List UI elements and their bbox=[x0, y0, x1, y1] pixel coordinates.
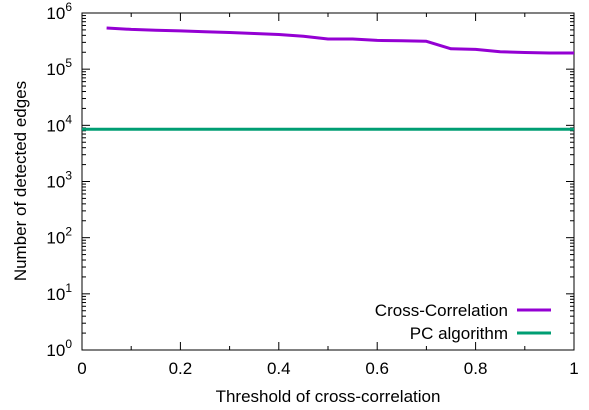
y-tick-label: 101 bbox=[46, 281, 72, 304]
x-tick-label: 0 bbox=[77, 359, 86, 378]
x-tick-label: 0.8 bbox=[464, 359, 488, 378]
x-tick-label: 1 bbox=[569, 359, 578, 378]
legend-label-0: Cross-Correlation bbox=[375, 301, 508, 320]
plot-frame bbox=[81, 12, 575, 351]
y-tick-label: 100 bbox=[46, 337, 72, 360]
y-tick-label: 106 bbox=[46, 0, 72, 23]
y-tick-labels: 100 101 102 103 104 105 106 bbox=[46, 0, 72, 360]
x-tick-label: 0.6 bbox=[365, 359, 389, 378]
x-tick-labels: 0 0.2 0.4 0.6 0.8 1 bbox=[77, 359, 578, 378]
y-tick-label: 105 bbox=[46, 56, 72, 79]
series-lines bbox=[82, 26, 574, 131]
legend: Cross-Correlation PC algorithm bbox=[375, 301, 551, 343]
x-tick-label: 0.4 bbox=[267, 359, 291, 378]
x-axis-title: Threshold of cross-correlation bbox=[216, 387, 441, 406]
y-axis-title: Number of detected edges bbox=[11, 81, 30, 281]
y-tick-label: 103 bbox=[46, 169, 72, 192]
series-line-0 bbox=[106, 26, 574, 55]
axis-ticks bbox=[81, 12, 575, 351]
y-tick-label: 104 bbox=[46, 112, 72, 135]
y-tick-label: 102 bbox=[46, 225, 72, 248]
x-tick-label: 0.2 bbox=[169, 359, 193, 378]
legend-label-1: PC algorithm bbox=[410, 324, 508, 343]
